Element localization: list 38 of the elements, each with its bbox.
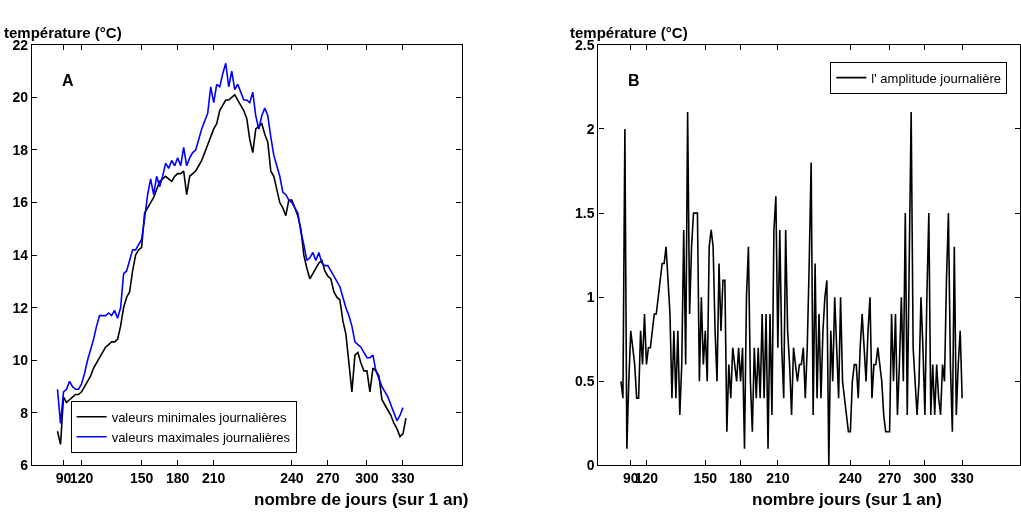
x-tick-label: 300 [355, 470, 379, 487]
y-tick-label: 16 [12, 194, 29, 211]
x-tick-label: 150 [693, 470, 718, 487]
y-axis-title: température (°C) [570, 24, 688, 41]
y-tick-label: 1 [586, 289, 595, 306]
legend-label: valeurs minimales journalières [111, 409, 287, 425]
x-axis-title: nombre jours (sur 1 an) [752, 490, 942, 509]
y-tick-label: 0.5 [575, 373, 595, 390]
y-tick-label: 0 [586, 457, 595, 474]
x-tick-label: 240 [280, 470, 304, 487]
y-tick-label: 6 [20, 457, 29, 474]
x-tick-label: 270 [316, 470, 340, 487]
y-tick-label: 10 [12, 352, 29, 369]
x-tick-label: 300 [913, 470, 937, 487]
annotation: B [628, 72, 640, 89]
y-tick-label: 14 [12, 247, 29, 264]
y-axis-title: température (°C) [4, 24, 122, 41]
legend-label: valeurs maximales journalières [111, 429, 291, 445]
y-tick-label: 18 [12, 141, 29, 158]
y-tick-label: 12 [12, 299, 29, 316]
x-tick-label: 90 [55, 470, 72, 487]
legend-label: l' amplitude journalière [871, 70, 1002, 86]
x-tick-label: 180 [165, 470, 190, 487]
x-tick-label: 330 [391, 470, 415, 487]
x-tick-label: 150 [129, 470, 154, 487]
x-tick-label: 270 [877, 470, 902, 487]
y-tick-label: 1.5 [575, 204, 595, 221]
x-tick-label: 240 [838, 470, 863, 487]
x-tick-label: 180 [728, 470, 753, 487]
annotation: A [62, 72, 74, 89]
y-tick-label: 20 [12, 89, 29, 106]
x-axis-title: nombre de jours (sur 1 an) [254, 490, 469, 509]
x-tick-label: 210 [202, 470, 226, 487]
y-tick-label: 8 [20, 404, 29, 421]
y-tick-label: 2 [586, 120, 595, 137]
x-tick-label: 210 [766, 470, 790, 487]
x-tick-label: 120 [69, 470, 94, 487]
x-tick-label: 330 [950, 470, 975, 487]
